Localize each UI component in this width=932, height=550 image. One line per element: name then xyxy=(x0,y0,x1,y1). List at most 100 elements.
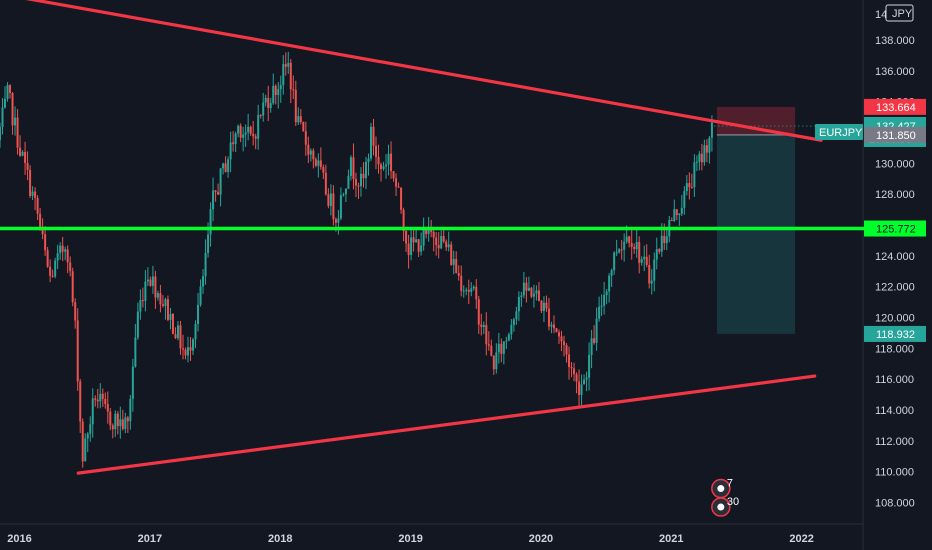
candle-body xyxy=(181,348,184,350)
candle-body xyxy=(402,209,405,231)
candle-body xyxy=(497,343,500,353)
candle-body xyxy=(563,341,566,346)
price-tick-label: 116.000 xyxy=(875,374,914,386)
candle-body xyxy=(485,325,488,345)
candle-body xyxy=(650,280,653,284)
candle-body xyxy=(234,133,237,145)
candle-body xyxy=(359,173,362,187)
price-tag-label: 131.850 xyxy=(876,130,916,142)
candle-body xyxy=(197,304,200,324)
candle-body xyxy=(557,332,560,337)
candle-body xyxy=(520,295,523,297)
candle-body xyxy=(547,308,550,327)
candle-body xyxy=(525,282,528,291)
price-tag xyxy=(864,325,926,342)
candle-body xyxy=(91,398,94,425)
candle-body xyxy=(532,293,535,297)
price-tag-label: 125.772 xyxy=(876,224,916,236)
candle-body xyxy=(222,163,225,169)
candle-body xyxy=(29,169,32,196)
candle-body xyxy=(515,311,518,320)
candle-body xyxy=(337,218,340,223)
price-tags: 133.664132.42719:30:38131.850125.772118.… xyxy=(864,98,926,342)
candle-body xyxy=(64,249,67,252)
candle-body xyxy=(462,290,465,292)
chart-badges[interactable]: 7 30 xyxy=(711,478,739,517)
candle-body xyxy=(540,300,543,311)
candle-body xyxy=(395,178,398,187)
candle-body xyxy=(410,237,413,256)
short-position-tool[interactable] xyxy=(716,106,796,334)
candle-body xyxy=(588,354,591,378)
candle-body xyxy=(565,345,568,355)
candle-body xyxy=(267,98,270,109)
candle-body xyxy=(151,276,154,286)
candle-body xyxy=(480,324,483,327)
candle-body xyxy=(670,220,673,222)
price-tick-label: 120.000 xyxy=(875,312,915,324)
position-target-zone[interactable] xyxy=(716,134,796,334)
candle-body xyxy=(259,114,262,116)
candle-body xyxy=(369,126,372,159)
candle-body xyxy=(633,247,636,250)
candle-body xyxy=(517,296,520,312)
candle-body xyxy=(247,126,250,133)
candle-body xyxy=(507,334,510,341)
trendlines[interactable] xyxy=(0,0,865,475)
candle-body xyxy=(1,107,4,128)
candle-body xyxy=(26,162,29,170)
candle-body xyxy=(437,244,440,249)
candle-body xyxy=(71,271,74,303)
candle-body xyxy=(187,347,190,356)
candle-body xyxy=(129,398,132,422)
candle-body xyxy=(244,132,247,135)
trendline-upper[interactable] xyxy=(0,0,823,142)
candle-body xyxy=(174,334,177,339)
candle-body xyxy=(347,175,350,189)
candle-body xyxy=(212,190,215,210)
candle-body xyxy=(124,417,127,429)
candle-body xyxy=(106,403,109,412)
candle-body xyxy=(618,249,621,253)
time-tick-label: 2016 xyxy=(7,533,31,545)
candle-body xyxy=(39,213,42,227)
candle-body xyxy=(144,281,147,301)
candle-body xyxy=(232,142,235,145)
price-tick-label: 128.000 xyxy=(875,189,915,201)
candle-body xyxy=(665,236,668,244)
candle-body xyxy=(4,98,7,108)
candle-body xyxy=(535,290,538,294)
time-axis[interactable]: 2016 2017 2018 2019 2020 2021 2022 xyxy=(7,533,814,545)
candle-body xyxy=(334,219,337,223)
candle-body xyxy=(628,236,631,243)
candle-body xyxy=(207,234,210,254)
candle-body xyxy=(678,213,681,216)
candle-body xyxy=(675,209,678,216)
candle-body xyxy=(146,279,149,282)
candle-body xyxy=(299,116,302,123)
candle-body xyxy=(367,158,370,163)
position-stop-zone[interactable] xyxy=(716,106,796,135)
trendline-lower[interactable] xyxy=(76,374,817,475)
candle-body xyxy=(472,286,475,289)
candle-body xyxy=(530,287,533,297)
candle-body xyxy=(620,249,623,251)
candle-body xyxy=(349,157,352,176)
currency-label-box[interactable]: 14 .0 JPY xyxy=(875,4,914,22)
candle-body xyxy=(229,142,232,160)
candle-body xyxy=(700,153,703,163)
candle-body xyxy=(76,320,79,382)
price-tick-label: 138.000 xyxy=(875,35,915,47)
candle-body xyxy=(638,241,641,263)
candle-body xyxy=(688,183,691,188)
candle-body xyxy=(658,249,661,252)
candle-body xyxy=(510,324,513,335)
candle-body xyxy=(156,293,159,298)
candle-body xyxy=(109,411,112,426)
price-tick-label: 130.000 xyxy=(875,158,915,170)
candle-body xyxy=(364,162,367,179)
candle-body xyxy=(149,279,152,286)
candle-body xyxy=(655,249,658,260)
candle-body xyxy=(663,235,666,244)
